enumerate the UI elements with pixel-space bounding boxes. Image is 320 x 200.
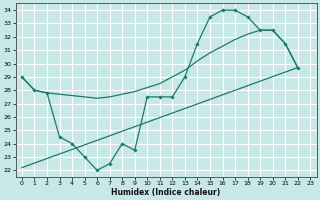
X-axis label: Humidex (Indice chaleur): Humidex (Indice chaleur) bbox=[111, 188, 221, 197]
